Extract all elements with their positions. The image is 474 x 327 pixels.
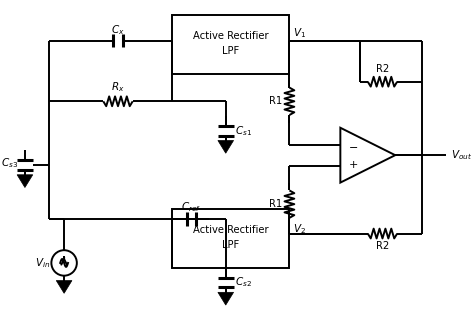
Text: R1: R1 xyxy=(269,199,283,209)
Text: $V_{out}$: $V_{out}$ xyxy=(451,148,472,162)
Text: R1: R1 xyxy=(269,96,283,106)
Polygon shape xyxy=(56,281,72,293)
Bar xyxy=(172,15,290,74)
Text: $V_1$: $V_1$ xyxy=(292,26,306,40)
Polygon shape xyxy=(218,141,234,153)
Text: $V_{in}$: $V_{in}$ xyxy=(35,256,50,270)
Text: LPF: LPF xyxy=(222,240,239,250)
Text: R2: R2 xyxy=(376,241,389,251)
Text: $V_2$: $V_2$ xyxy=(293,222,306,235)
Bar xyxy=(172,209,290,268)
Text: $C_{s1}$: $C_{s1}$ xyxy=(235,124,252,138)
Text: R2: R2 xyxy=(376,64,389,74)
Text: Active Rectifier: Active Rectifier xyxy=(193,225,268,235)
Text: LPF: LPF xyxy=(222,46,239,56)
Text: $+$: $+$ xyxy=(347,159,358,170)
Polygon shape xyxy=(17,175,33,187)
Text: $-$: $-$ xyxy=(347,141,358,150)
Text: $C_{s2}$: $C_{s2}$ xyxy=(235,276,252,289)
Text: $C_{ref}$: $C_{ref}$ xyxy=(182,200,201,214)
Polygon shape xyxy=(218,292,234,305)
Text: Active Rectifier: Active Rectifier xyxy=(193,31,268,41)
Text: $R_x$: $R_x$ xyxy=(111,81,125,95)
Text: $C_x$: $C_x$ xyxy=(111,23,125,37)
Text: $C_{s3}$: $C_{s3}$ xyxy=(0,156,18,170)
